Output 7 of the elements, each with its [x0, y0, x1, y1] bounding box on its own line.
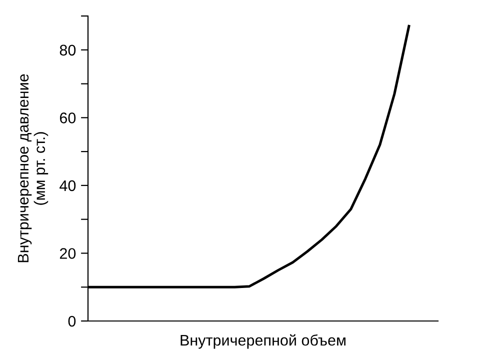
y-tick-label: 60 [60, 112, 76, 124]
y-tick-label: 20 [60, 248, 76, 259]
y-axis-title: Внутричерепное давление (мм рт. ст.) [18, 74, 48, 262]
y-tick-label: 80 [60, 44, 76, 56]
x-axis-title: Внутричерепной объем [180, 334, 346, 349]
y-tick-label: 40 [60, 180, 76, 192]
y-tick-label: 0 [68, 316, 76, 327]
